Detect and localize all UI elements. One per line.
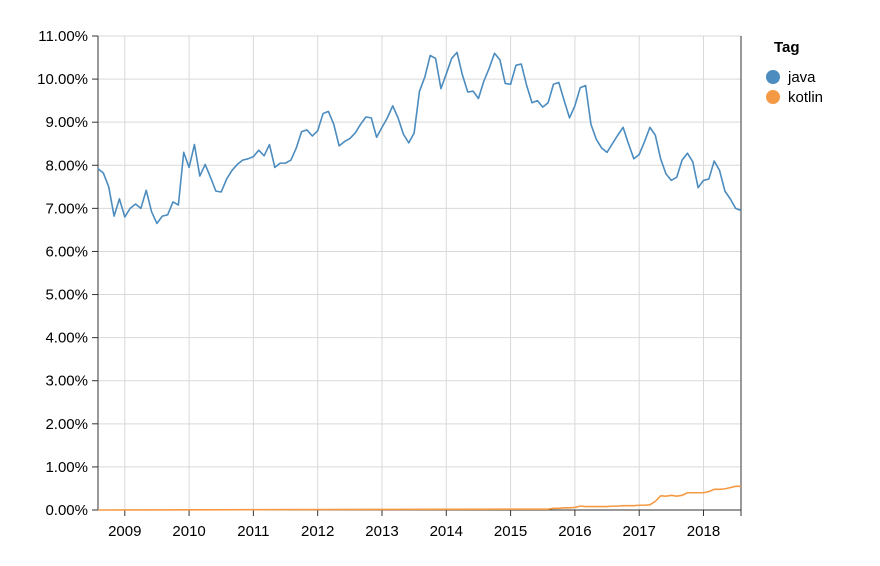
legend-title: Tag bbox=[774, 39, 800, 56]
x-tick-label: 2012 bbox=[301, 523, 334, 540]
legend-label-kotlin: kotlin bbox=[788, 89, 823, 106]
x-tick-label: 2016 bbox=[558, 523, 591, 540]
series-layer bbox=[97, 51, 742, 511]
y-tick-label: 9.00% bbox=[45, 114, 88, 131]
x-tick-label: 2015 bbox=[494, 523, 527, 540]
x-tick-label: 2017 bbox=[623, 523, 656, 540]
legend-swatch-kotlin bbox=[766, 90, 780, 104]
series-line-java bbox=[97, 51, 742, 225]
y-axis: 0.00% 1.00% 2.00% 3.00% 4.00% 5.00% 6.00% 7.00%… bbox=[37, 28, 99, 519]
y-tick-label: 5.00% bbox=[45, 287, 88, 304]
x-tick-label: 2014 bbox=[430, 523, 463, 540]
legend: Tag java kotlin bbox=[766, 39, 823, 106]
y-tick-label: 11.00% bbox=[38, 28, 88, 45]
y-tick-label: 7.00% bbox=[45, 200, 88, 217]
x-tick-label: 2010 bbox=[172, 523, 205, 540]
legend-items: java kotlin bbox=[766, 69, 823, 106]
y-tick-label: 4.00% bbox=[45, 330, 88, 347]
y-tick-label: 3.00% bbox=[45, 373, 88, 390]
y-tick-label: 6.00% bbox=[45, 243, 88, 260]
y-tick-label: 10.00% bbox=[37, 71, 88, 88]
y-tick-label: 2.00% bbox=[45, 416, 88, 433]
x-axis: 2009 2010 2011 2012 2013 2014 2015 2016 2017 2018 bbox=[98, 36, 742, 540]
y-tick-label: 0.00% bbox=[45, 502, 88, 519]
x-tick-label: 2013 bbox=[365, 523, 398, 540]
legend-swatch-java bbox=[766, 70, 780, 84]
grid-lines bbox=[98, 35, 741, 511]
series-line-kotlin bbox=[97, 485, 741, 511]
y-tick-label: 1.00% bbox=[45, 459, 88, 476]
x-tick-label: 2018 bbox=[687, 523, 720, 540]
x-tick-label: 2011 bbox=[237, 523, 269, 540]
legend-label-java: java bbox=[787, 69, 816, 86]
x-tick-label: 2009 bbox=[108, 523, 141, 540]
y-tick-label: 8.00% bbox=[45, 157, 88, 174]
